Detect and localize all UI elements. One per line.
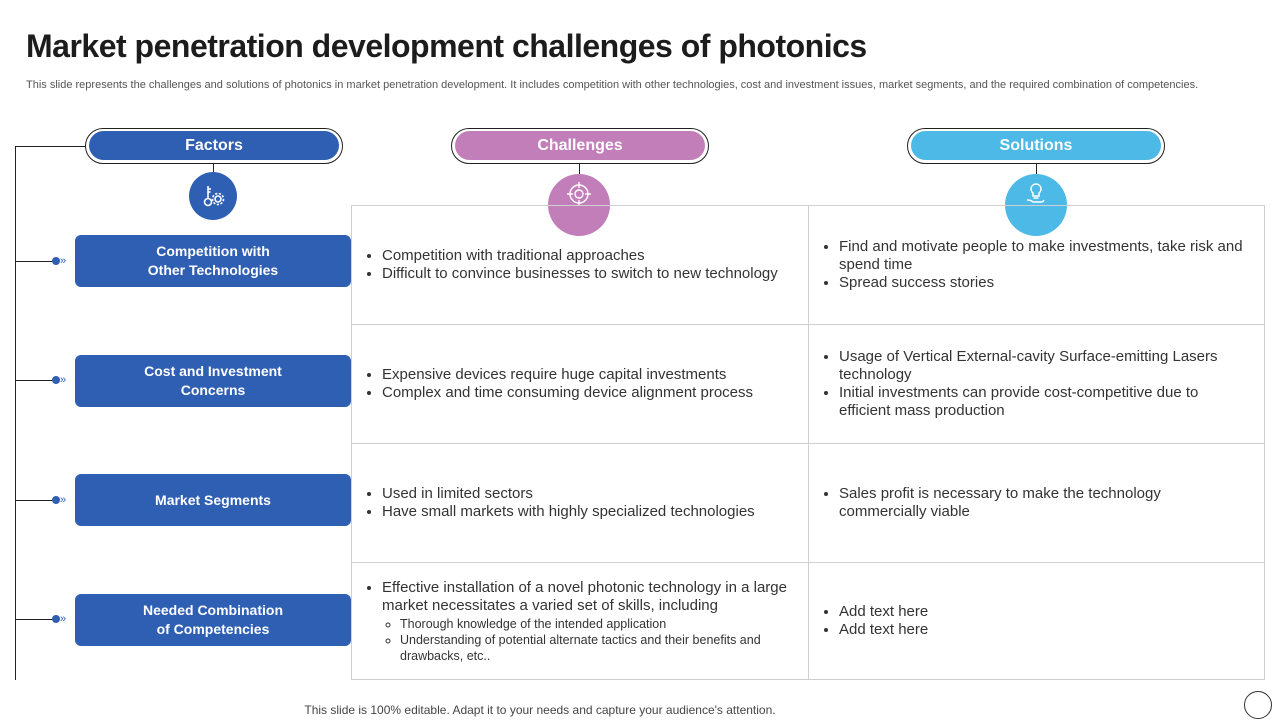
solutions-header-label: Solutions — [911, 131, 1161, 160]
challenge-cell-4: Effective installation of a novel photon… — [352, 563, 809, 679]
double-chevron-icon: » — [60, 613, 67, 625]
challenge-item: Have small markets with highly specializ… — [382, 503, 755, 521]
challenge-subitem: Thorough knowledge of the intended appli… — [400, 616, 796, 632]
double-chevron-icon: » — [60, 374, 67, 386]
factor-competencies: Needed Combination of Competencies — [75, 594, 351, 646]
challenge-cell-1: Competition with traditional approaches … — [352, 206, 809, 325]
solution-item: Spread success stories — [839, 274, 1252, 292]
double-chevron-icon: » — [60, 255, 67, 267]
solution-cell-4: Add text here Add text here — [809, 563, 1264, 679]
solution-cell-3: Sales profit is necessary to make the te… — [809, 444, 1264, 563]
row-4-bullet — [52, 615, 60, 623]
solution-item: Initial investments can provide cost-com… — [839, 384, 1252, 420]
solution-cell-2: Usage of Vertical External-cavity Surfac… — [809, 325, 1264, 444]
factors-header: Factors — [85, 128, 343, 164]
factor-label: Needed Combination of Competencies — [142, 602, 283, 637]
row-2-bullet — [52, 376, 60, 384]
footer-text: This slide is 100% editable. Adapt it to… — [304, 703, 776, 717]
solution-item: Find and motivate people to make investm… — [839, 238, 1252, 274]
footer-note: This slide is 100% editable. Adapt it to… — [0, 703, 1280, 717]
challenge-item: Competition with traditional approaches — [382, 247, 778, 265]
factor-label: Competition with Other Technologies — [147, 243, 279, 278]
row-1-bullet — [52, 257, 60, 265]
row-3-bullet — [52, 496, 60, 504]
solution-item: Sales profit is necessary to make the te… — [839, 485, 1252, 521]
factor-label: Cost and Investment Concerns — [144, 363, 282, 398]
solution-item: Add text here — [839, 621, 928, 639]
challenge-item: Expensive devices require huge capital i… — [382, 366, 753, 384]
factor-competition: Competition with Other Technologies — [75, 235, 351, 287]
page-title: Market penetration development challenge… — [26, 28, 867, 64]
solution-cell-1: Find and motivate people to make investm… — [809, 206, 1264, 325]
challenge-item: Difficult to convince businesses to swit… — [382, 265, 778, 283]
gear-key-icon — [189, 172, 237, 220]
challenges-header-label: Challenges — [455, 131, 705, 160]
challenge-subitem: Understanding of potential alternate tac… — [400, 632, 796, 664]
tree-trunk — [15, 146, 16, 680]
challenge-cell-3: Used in limited sectors Have small marke… — [352, 444, 809, 563]
solution-item: Usage of Vertical External-cavity Surfac… — [839, 348, 1252, 384]
tree-top-branch — [15, 146, 85, 147]
challenges-solutions-table: Competition with traditional approaches … — [351, 205, 1265, 680]
factor-label: Market Segments — [155, 491, 271, 508]
double-chevron-icon: » — [60, 494, 67, 506]
challenge-item: Used in limited sectors — [382, 485, 755, 503]
factor-market-segments: Market Segments — [75, 474, 351, 526]
challenge-item: Effective installation of a novel photon… — [382, 579, 796, 615]
solutions-header: Solutions — [907, 128, 1165, 164]
factors-header-label: Factors — [89, 131, 339, 160]
page-subtitle: This slide represents the challenges and… — [26, 79, 1199, 91]
challenges-header: Challenges — [451, 128, 709, 164]
solution-item: Add text here — [839, 603, 928, 621]
challenge-cell-2: Expensive devices require huge capital i… — [352, 325, 809, 444]
challenge-item: Complex and time consuming device alignm… — [382, 384, 753, 402]
corner-circle-icon — [1244, 691, 1272, 719]
factor-cost-investment: Cost and Investment Concerns — [75, 355, 351, 407]
